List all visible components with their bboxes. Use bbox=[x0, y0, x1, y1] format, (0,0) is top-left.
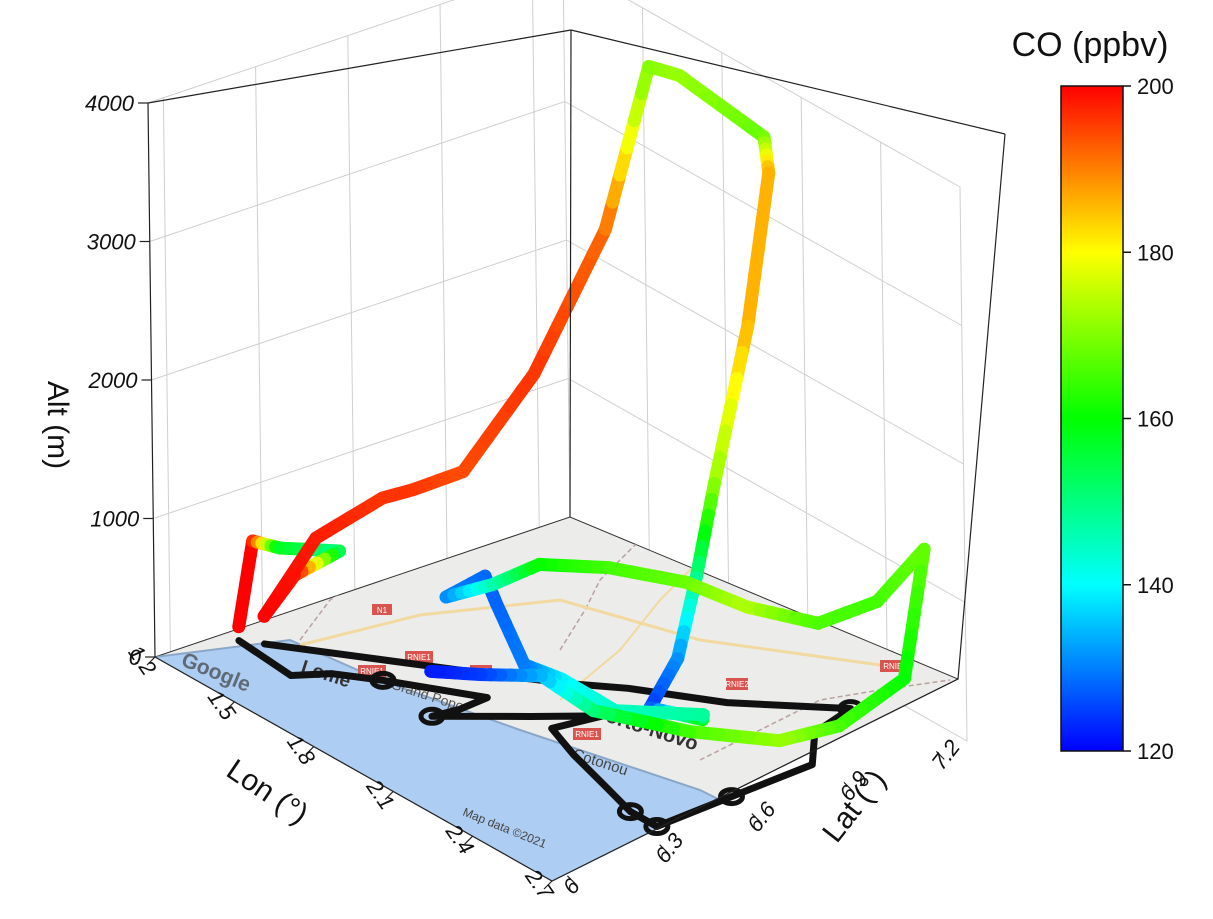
road-badge-label: RNIE1 bbox=[407, 653, 431, 662]
z-tick-label: 2000 bbox=[88, 368, 139, 393]
back-vertical-edge bbox=[569, 29, 572, 518]
wall-gridline bbox=[800, 97, 809, 652]
lat-tick-label: 6 bbox=[558, 873, 586, 899]
z-axis-title: Alt (m) bbox=[41, 381, 74, 469]
wall-gridline bbox=[721, 52, 730, 607]
z-tick-label: 0 bbox=[129, 645, 142, 670]
road-badge bbox=[726, 678, 748, 690]
road-line-1 bbox=[299, 598, 881, 667]
ground-track-turn bbox=[643, 817, 671, 837]
lon-tick-mark bbox=[305, 746, 315, 756]
wall-gridline bbox=[959, 186, 968, 742]
top-right-edge bbox=[570, 29, 1006, 135]
colorbar-tick-label: 180 bbox=[1137, 240, 1174, 265]
lat-tick-label: 6.6 bbox=[742, 797, 781, 837]
lat-tick-mark bbox=[659, 844, 669, 854]
z-axis-ticks: 0 1000 2000 3000 4000 bbox=[85, 91, 155, 670]
colorbar-tick-label: 140 bbox=[1137, 573, 1174, 598]
road-badge-label: N1 bbox=[377, 606, 388, 615]
border-line-2 bbox=[559, 539, 641, 651]
lon-axis-line bbox=[154, 656, 553, 882]
flight-track bbox=[232, 59, 931, 748]
wall-gridline bbox=[439, 4, 448, 559]
lat-tick-mark bbox=[566, 875, 576, 885]
road-badge-label: RNIE4 bbox=[883, 662, 907, 671]
right-back-wall bbox=[570, 30, 1005, 679]
z-tick-label: 3000 bbox=[87, 230, 137, 255]
road-badge-label: RNIE1 bbox=[360, 667, 384, 676]
ground-track-turn bbox=[369, 670, 397, 690]
right-vertical-edge bbox=[957, 133, 1006, 680]
lon-tick-mark bbox=[146, 656, 156, 666]
colorbar-tick-label: 120 bbox=[1137, 739, 1174, 764]
colorbar-tick-label: 200 bbox=[1137, 74, 1174, 99]
lon-tick-mark bbox=[543, 880, 553, 890]
wall-gridline bbox=[532, 0, 540, 528]
lon-tick-mark bbox=[225, 701, 235, 711]
road-badge bbox=[405, 651, 433, 663]
lat-tick-mark bbox=[935, 750, 945, 760]
top-left-edge bbox=[147, 29, 572, 104]
lat-tick-mark bbox=[843, 782, 853, 791]
road-badge bbox=[372, 604, 392, 615]
lon-tick-mark bbox=[384, 790, 394, 800]
wall-gridline bbox=[162, 97, 171, 652]
colorbar: CO (ppbv) 120 140 160 180 200 bbox=[1012, 26, 1174, 764]
colorbar-title: CO (ppbv) bbox=[1012, 26, 1169, 64]
wall-gridline bbox=[880, 142, 889, 697]
ground-track-turn bbox=[616, 802, 644, 822]
ground-track-turn bbox=[418, 706, 446, 726]
road-badge bbox=[573, 728, 601, 740]
axis-frame bbox=[147, 29, 1006, 882]
colorbar-gradient bbox=[1060, 85, 1124, 752]
lat-tick-label: 7.2 bbox=[926, 735, 965, 774]
wall-gridline bbox=[347, 35, 356, 590]
colorbar-ticks: 120 140 160 180 200 bbox=[1123, 74, 1174, 764]
ocean-area bbox=[155, 640, 720, 881]
z-tick-label: 1000 bbox=[90, 507, 140, 532]
wall-gridline bbox=[255, 66, 264, 621]
left-back-wall bbox=[148, 30, 571, 657]
coastline bbox=[155, 638, 721, 801]
road-badge-label: RNIE1 bbox=[575, 730, 599, 739]
colorbar-tick-label: 160 bbox=[1137, 407, 1174, 432]
z-tick-label: 4000 bbox=[85, 91, 135, 116]
ground-track bbox=[235, 637, 865, 837]
back-walls bbox=[147, 0, 1005, 742]
lon-tick-mark bbox=[464, 835, 474, 845]
wall-gridlines bbox=[147, 0, 968, 742]
lat-tick-mark bbox=[751, 813, 761, 823]
flight-track-segment bbox=[424, 664, 446, 679]
wall-gridline bbox=[562, 0, 571, 518]
wall-gridline bbox=[147, 0, 961, 188]
lat-axis-line bbox=[551, 678, 959, 882]
ground-track-line bbox=[235, 637, 855, 831]
road-badge-label: RNIE2 bbox=[725, 680, 749, 689]
